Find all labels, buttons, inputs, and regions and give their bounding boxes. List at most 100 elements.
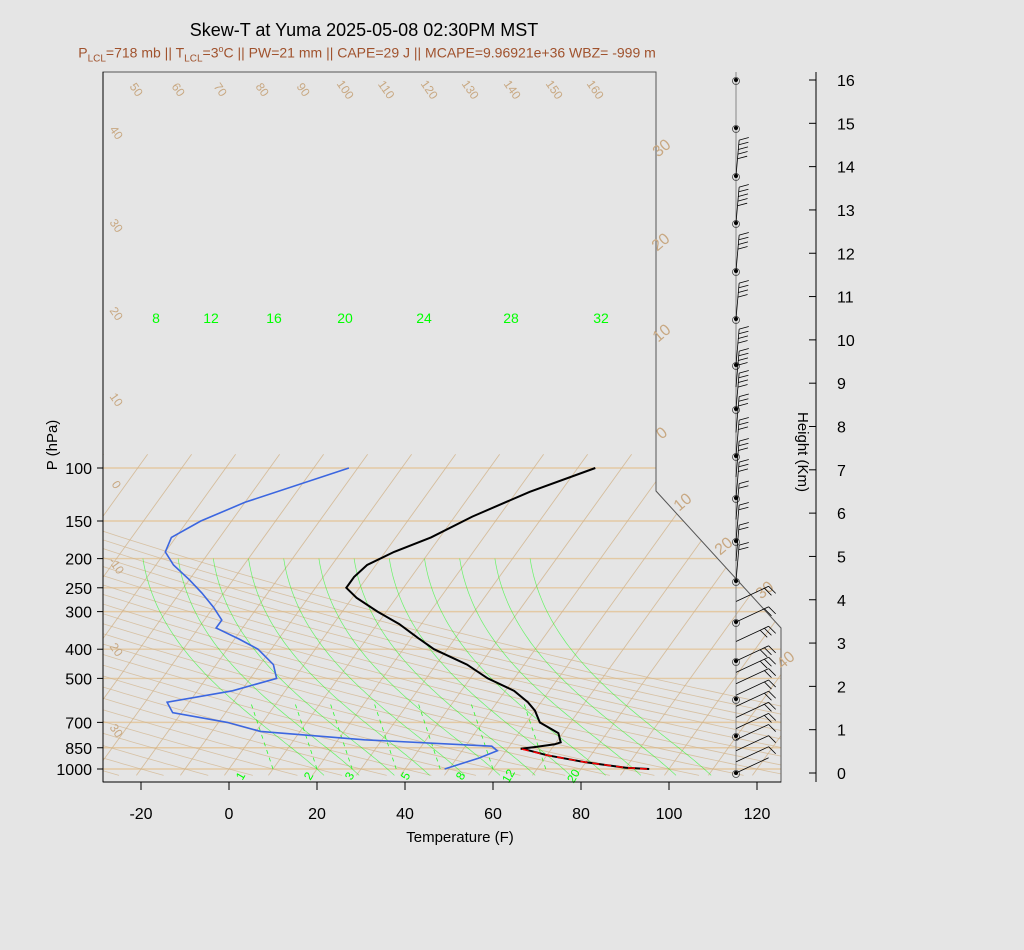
isotherm-line (0, 454, 16, 775)
height-tick-label: 3 (837, 636, 846, 653)
plcl-label: P (78, 44, 88, 61)
dry-adiabat (103, 453, 387, 776)
wind-barb-feather (768, 656, 776, 665)
wind-barb-feather (759, 629, 768, 638)
wind-barb-shaft (735, 668, 769, 685)
dry-adiabat-label: 40 (774, 648, 799, 673)
wind-barb-feather (768, 668, 776, 676)
mixing-ratio-line (523, 702, 547, 770)
wind-barb-feather (768, 724, 776, 732)
y-tick-label: 300 (65, 605, 92, 622)
height-marker-ring (732, 696, 740, 704)
mixing-ratio-line (373, 702, 397, 770)
wind-barb-shaft (735, 525, 740, 562)
wind-barb-feather (764, 681, 772, 690)
wind-barb-feather (738, 463, 749, 468)
bottom-mixing-label: 5 (398, 769, 414, 782)
wind-barb-feather (738, 188, 749, 193)
isotherm-label: 70 (211, 80, 230, 99)
wind-barb-feather (737, 294, 748, 298)
mixing-ratio-label: 28 (503, 310, 519, 326)
dry-adiabat (103, 453, 781, 776)
isotherm-line (103, 453, 237, 776)
wind-barb-shaft (735, 735, 769, 752)
y-axis-label: P (hPa) (44, 420, 61, 471)
isotherm-label: 50 (127, 80, 146, 99)
wind-barb-feather (764, 703, 772, 712)
bottom-mixing-label: 20 (564, 766, 583, 785)
wind-barb-feather (737, 155, 748, 160)
wind-barb-feather (738, 468, 749, 472)
y-tick-label: 1000 (56, 762, 92, 779)
height-tick-label: 0 (837, 766, 846, 783)
y-tick-label: 400 (65, 642, 92, 659)
wind-barb-feather (768, 679, 776, 688)
dry-adiabat (103, 453, 781, 776)
dry-adiabat-label: 20 (649, 230, 674, 255)
dry-adiabat (103, 453, 120, 776)
dry-adiabat (103, 453, 655, 776)
wind-barb-shaft (735, 679, 769, 696)
wind-barb-feather (738, 442, 749, 447)
isotherm-label: 160 (584, 77, 607, 102)
moist-adiabat (248, 558, 430, 776)
isotherm-line (312, 453, 545, 776)
isotherm-label: 30 (107, 216, 126, 235)
height-marker-dot (734, 126, 738, 130)
wind-barb-feather (739, 370, 749, 374)
wind-barb-feather (768, 645, 776, 654)
wind-barb-feather (739, 438, 749, 442)
height-marker-ring (732, 619, 740, 627)
height-tick-label: 2 (837, 679, 846, 696)
wind-barb-shaft (735, 140, 740, 177)
dry-adiabat (103, 453, 781, 776)
wind-barb-feather (764, 692, 772, 701)
y-tick-label: 200 (65, 552, 92, 569)
height-tick-label: 8 (837, 420, 846, 437)
height-axis-label: Height (Km) (794, 412, 811, 492)
wind-barb-shaft (735, 483, 740, 520)
wind-barb-shaft (735, 690, 769, 707)
x-tick-label: 60 (484, 806, 502, 823)
isotherm-label: 80 (253, 80, 272, 99)
isotherm-line (840, 454, 1024, 775)
moist-adiabat (177, 558, 360, 776)
height-tick-label: 12 (837, 246, 855, 263)
isotherm-line (884, 454, 1024, 775)
height-tick-label: 11 (837, 290, 854, 307)
wind-barb-feather (764, 670, 772, 678)
isotherm-label: 10 (107, 390, 126, 409)
dry-adiabat (103, 453, 253, 776)
wind-barb-feather (764, 647, 772, 656)
height-tick-label: 14 (837, 160, 855, 177)
wind-barb-feather (737, 340, 748, 344)
mixing-ratio-line (417, 702, 441, 770)
wind-barb-feather (738, 289, 749, 293)
wind-barb-feather (738, 330, 749, 335)
height-tick-label: 15 (837, 116, 855, 133)
wind-barb-feather (768, 735, 776, 743)
plot-frame (102, 71, 782, 783)
wind-barb-feather (738, 193, 749, 197)
wind-barb-feather (737, 151, 748, 155)
wind-barb-feather (739, 184, 749, 188)
wind-barb-shaft (735, 701, 769, 718)
mixing-ratio-label: 12 (203, 310, 219, 326)
mixing-ratio-line (329, 702, 353, 770)
height-marker-ring (732, 125, 740, 133)
wind-barb-shaft (735, 187, 740, 224)
wind-barb-shaft (735, 585, 769, 602)
wind-barb-feather (739, 393, 749, 398)
dry-adiabat (0, 454, 74, 775)
moist-adiabat (424, 558, 606, 776)
x-tick-label: 100 (656, 806, 683, 823)
wind-barb-feather (737, 198, 748, 202)
mixing-ratio-label: 32 (593, 310, 609, 326)
height-marker-dot (734, 78, 738, 82)
isotherm-label: 110 (375, 78, 398, 102)
wind-barb-feather (738, 146, 749, 150)
wind-barb-feather (738, 402, 749, 407)
dry-adiabat (103, 453, 781, 776)
isotherm-label: 120 (418, 77, 441, 102)
